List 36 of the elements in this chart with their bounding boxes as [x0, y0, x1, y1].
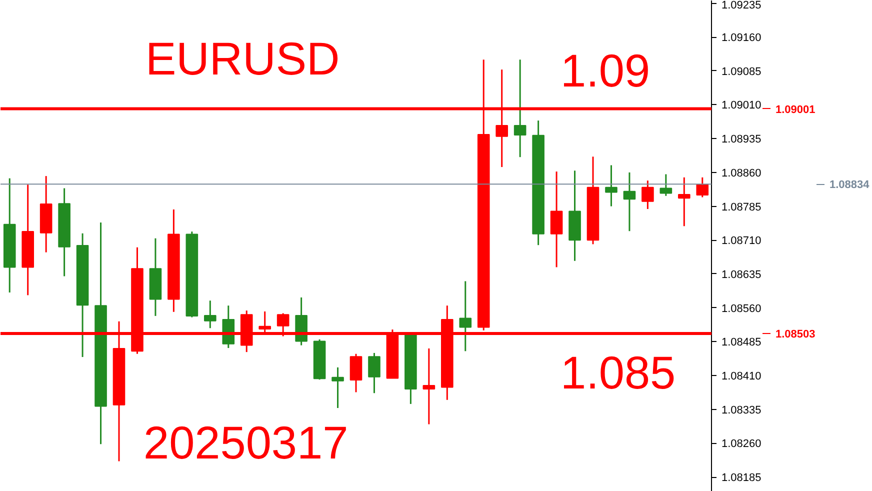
candlestick	[422, 348, 436, 426]
candlestick	[514, 58, 526, 158]
candlestick	[204, 300, 216, 329]
annotation: 1.09	[560, 44, 650, 96]
candlestick	[660, 173, 672, 197]
y-tick-label: 1.08260	[722, 438, 762, 450]
annotation: 1.085	[560, 346, 676, 398]
y-tick-label: 1.09010	[722, 100, 762, 112]
candlestick	[678, 176, 690, 227]
y-tick-label: 1.08860	[722, 167, 762, 180]
candlestick	[605, 164, 618, 208]
text: EURUSD	[146, 32, 340, 84]
y-tick-label: 1.08185	[722, 472, 762, 484]
y-tick-label: 1.08560	[722, 302, 762, 315]
y-tick-label: 1.08935	[722, 134, 762, 146]
y-tick-label: 1.08785	[722, 201, 762, 214]
ref-line-label: 1.08834	[830, 179, 870, 192]
candlestick	[350, 353, 362, 393]
candlestick	[368, 352, 380, 394]
ref-line-label: 1.08503	[776, 328, 816, 341]
y-tick-label: 1.08335	[722, 404, 762, 416]
y-tick-label: 1.08410	[722, 370, 762, 383]
y-tick-label: 1.09160	[722, 32, 762, 44]
candlestick	[459, 280, 472, 352]
annotation: 20250317	[144, 416, 348, 468]
y-tick-label: 1.08710	[722, 235, 762, 248]
y-tick-label: 1.08485	[722, 336, 762, 349]
candlestick	[332, 366, 344, 409]
candlestick	[696, 176, 709, 198]
candlestick	[623, 172, 636, 232]
y-tick-label: 1.08635	[722, 268, 762, 281]
y-tick-label: 1.09235	[722, 0, 762, 12]
ref-line-label: 1.09001	[776, 104, 816, 116]
candlestick	[550, 170, 563, 268]
y-tick-label: 1.09085	[722, 66, 762, 78]
candlestick	[642, 180, 654, 210]
